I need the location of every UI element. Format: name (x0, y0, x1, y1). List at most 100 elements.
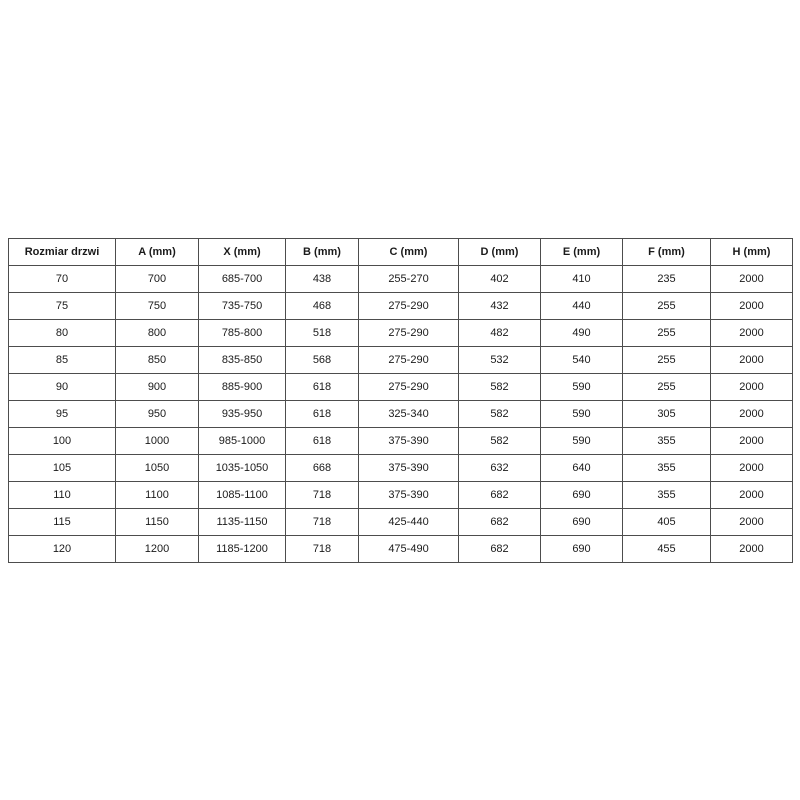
table-cell: 682 (458, 481, 541, 509)
table-cell: 1035-1050 (198, 454, 286, 482)
table-cell: 375-390 (358, 481, 459, 509)
table-cell: 532 (458, 346, 541, 374)
column-header: B (mm) (285, 238, 359, 266)
column-header: A (mm) (115, 238, 199, 266)
table-cell: 255 (622, 292, 711, 320)
table-cell: 618 (285, 373, 359, 401)
table-cell: 690 (540, 481, 623, 509)
table-cell: 120 (8, 535, 116, 563)
table-cell: 682 (458, 535, 541, 563)
column-header: C (mm) (358, 238, 459, 266)
table-cell: 700 (115, 265, 199, 293)
table-cell: 632 (458, 454, 541, 482)
column-header: F (mm) (622, 238, 711, 266)
table-cell: 900 (115, 373, 199, 401)
table-row: 100 1000 985-1000 618 375-390 582 590 355 2000 (8, 427, 793, 455)
table-cell: 590 (540, 400, 623, 428)
table-row: 95 950 935-950 618 325-340 582 590 305 2000 (8, 400, 793, 428)
table-cell: 2000 (710, 508, 793, 536)
size-table-body: 70 700 685-700 438 255-270 402 410 235 2000 75 750… (8, 265, 793, 563)
table-cell: 590 (540, 427, 623, 455)
table-cell: 115 (8, 508, 116, 536)
table-cell: 582 (458, 400, 541, 428)
table-cell: 1185-1200 (198, 535, 286, 563)
size-table: Rozmiar drzwi A (mm) X (mm) B (mm) C (mm) D (… (8, 238, 793, 563)
table-row: 70 700 685-700 438 255-270 402 410 235 2000 (8, 265, 793, 293)
table-cell: 475-490 (358, 535, 459, 563)
table-cell: 718 (285, 508, 359, 536)
table-cell: 1050 (115, 454, 199, 482)
table-cell: 105 (8, 454, 116, 482)
table-cell: 1135-1150 (198, 508, 286, 536)
table-cell: 90 (8, 373, 116, 401)
table-cell: 1150 (115, 508, 199, 536)
table-cell: 2000 (710, 454, 793, 482)
table-cell: 355 (622, 427, 711, 455)
table-row: 75 750 735-750 468 275-290 432 440 255 2000 (8, 292, 793, 320)
table-row: 110 1100 1085-1100 718 375-390 682 690 355 2000 (8, 481, 793, 509)
table-cell: 718 (285, 535, 359, 563)
table-cell: 275-290 (358, 373, 459, 401)
table-cell: 835-850 (198, 346, 286, 374)
table-cell: 935-950 (198, 400, 286, 428)
table-cell: 255 (622, 319, 711, 347)
table-cell: 985-1000 (198, 427, 286, 455)
table-cell: 110 (8, 481, 116, 509)
table-row: 120 1200 1185-1200 718 475-490 682 690 455 2000 (8, 535, 793, 563)
table-cell: 718 (285, 481, 359, 509)
column-header: E (mm) (540, 238, 623, 266)
table-cell: 325-340 (358, 400, 459, 428)
table-cell: 2000 (710, 481, 793, 509)
table-cell: 95 (8, 400, 116, 428)
table-cell: 438 (285, 265, 359, 293)
table-cell: 355 (622, 454, 711, 482)
table-cell: 468 (285, 292, 359, 320)
table-cell: 690 (540, 535, 623, 563)
table-cell: 850 (115, 346, 199, 374)
table-cell: 70 (8, 265, 116, 293)
table-cell: 305 (622, 400, 711, 428)
table-cell: 690 (540, 508, 623, 536)
table-cell: 1085-1100 (198, 481, 286, 509)
table-row: 115 1150 1135-1150 718 425-440 682 690 405 2000 (8, 508, 793, 536)
table-cell: 432 (458, 292, 541, 320)
table-cell: 375-390 (358, 454, 459, 482)
table-cell: 640 (540, 454, 623, 482)
table-cell: 2000 (710, 535, 793, 563)
table-cell: 490 (540, 319, 623, 347)
table-cell: 750 (115, 292, 199, 320)
table-row: 90 900 885-900 618 275-290 582 590 255 2000 (8, 373, 793, 401)
table-row: 85 850 835-850 568 275-290 532 540 255 2000 (8, 346, 793, 374)
table-cell: 618 (285, 400, 359, 428)
table-cell: 275-290 (358, 319, 459, 347)
table-cell: 80 (8, 319, 116, 347)
table-cell: 682 (458, 508, 541, 536)
table-cell: 235 (622, 265, 711, 293)
table-cell: 568 (285, 346, 359, 374)
table-cell: 2000 (710, 400, 793, 428)
table-cell: 275-290 (358, 346, 459, 374)
table-row: 105 1050 1035-1050 668 375-390 632 640 355 2000 (8, 454, 793, 482)
table-cell: 685-700 (198, 265, 286, 293)
table-cell: 582 (458, 427, 541, 455)
table-cell: 2000 (710, 319, 793, 347)
size-table-header: Rozmiar drzwi A (mm) X (mm) B (mm) C (mm) D (… (8, 238, 793, 266)
table-cell: 2000 (710, 292, 793, 320)
table-cell: 950 (115, 400, 199, 428)
table-cell: 402 (458, 265, 541, 293)
table-cell: 800 (115, 319, 199, 347)
table-cell: 455 (622, 535, 711, 563)
table-cell: 2000 (710, 265, 793, 293)
table-cell: 425-440 (358, 508, 459, 536)
column-header: H (mm) (710, 238, 793, 266)
header-row: Rozmiar drzwi A (mm) X (mm) B (mm) C (mm) D (… (8, 238, 793, 266)
table-cell: 618 (285, 427, 359, 455)
table-cell: 1200 (115, 535, 199, 563)
column-header: Rozmiar drzwi (8, 238, 116, 266)
table-cell: 405 (622, 508, 711, 536)
table-cell: 582 (458, 373, 541, 401)
table-cell: 482 (458, 319, 541, 347)
table-cell: 785-800 (198, 319, 286, 347)
table-cell: 590 (540, 373, 623, 401)
